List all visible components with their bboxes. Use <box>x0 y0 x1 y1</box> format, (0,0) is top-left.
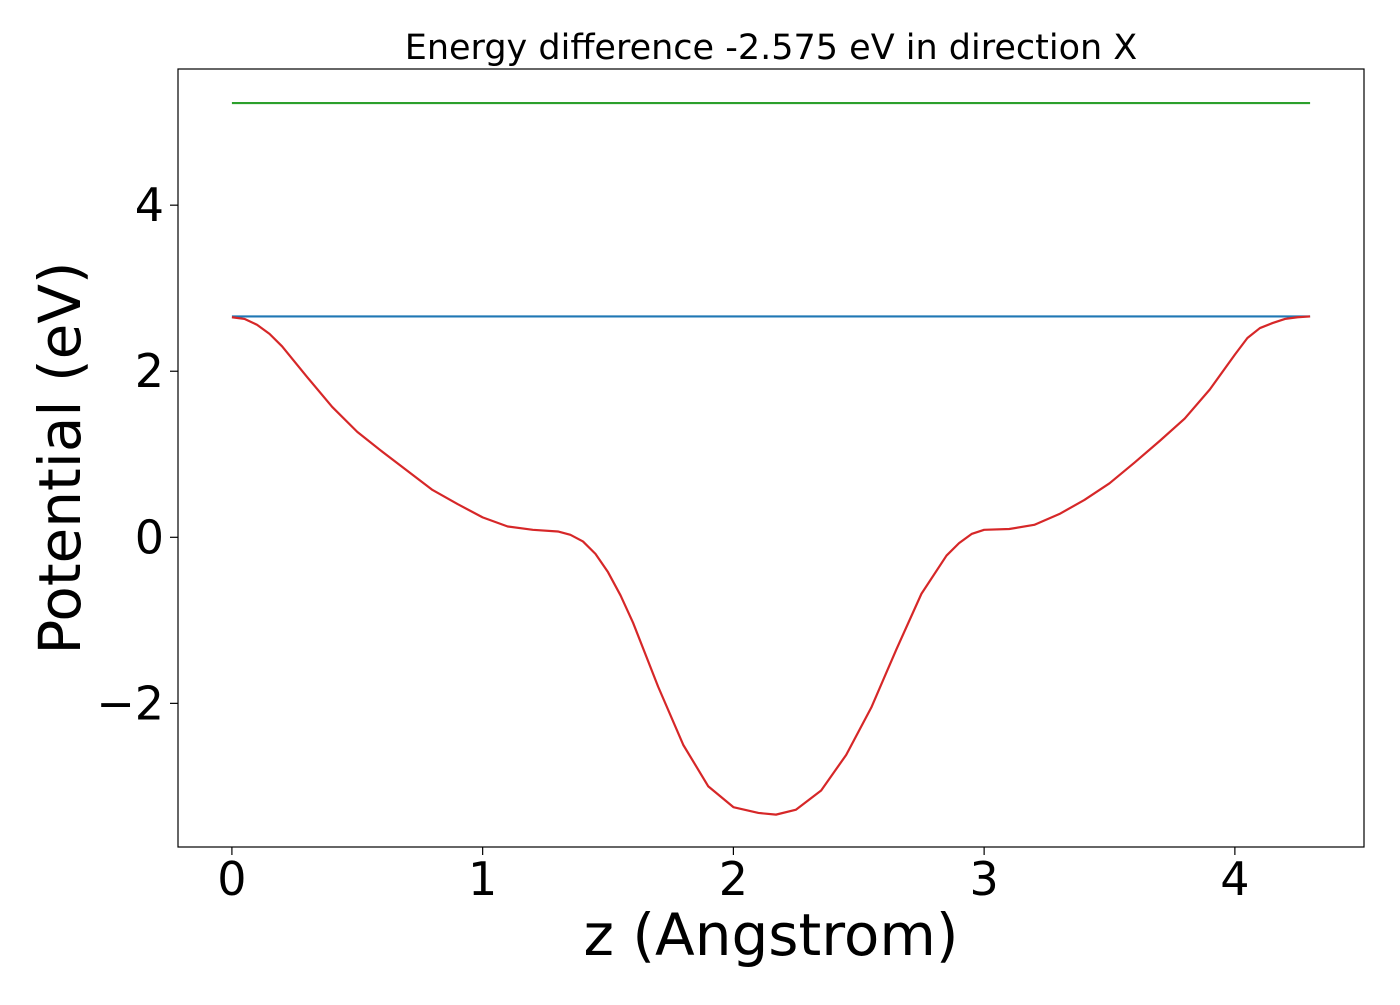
y-tick-label: 2 <box>135 344 164 398</box>
chart-title: Energy difference -2.575 eV in direction… <box>405 28 1138 68</box>
plot-lines <box>231 101 1311 816</box>
y-tick-label: 0 <box>135 510 164 564</box>
x-tick-label: 1 <box>468 852 497 906</box>
x-tick-label: 3 <box>969 852 998 906</box>
x-tick-label: 2 <box>719 852 748 906</box>
series-line-3 <box>231 315 1311 816</box>
x-axis-label: z (Angstrom) <box>584 901 959 969</box>
x-tick-label: 4 <box>1220 852 1249 906</box>
y-tick-label: 4 <box>135 178 164 232</box>
y-axis-ticks: −2 0 2 4 <box>96 178 178 730</box>
x-axis-ticks: 0 1 2 3 4 <box>217 847 1250 906</box>
y-tick-label: −2 <box>96 676 164 730</box>
y-axis-label: Potential (eV) <box>26 261 94 654</box>
plot-frame <box>177 68 1365 848</box>
x-tick-label: 0 <box>217 852 246 906</box>
